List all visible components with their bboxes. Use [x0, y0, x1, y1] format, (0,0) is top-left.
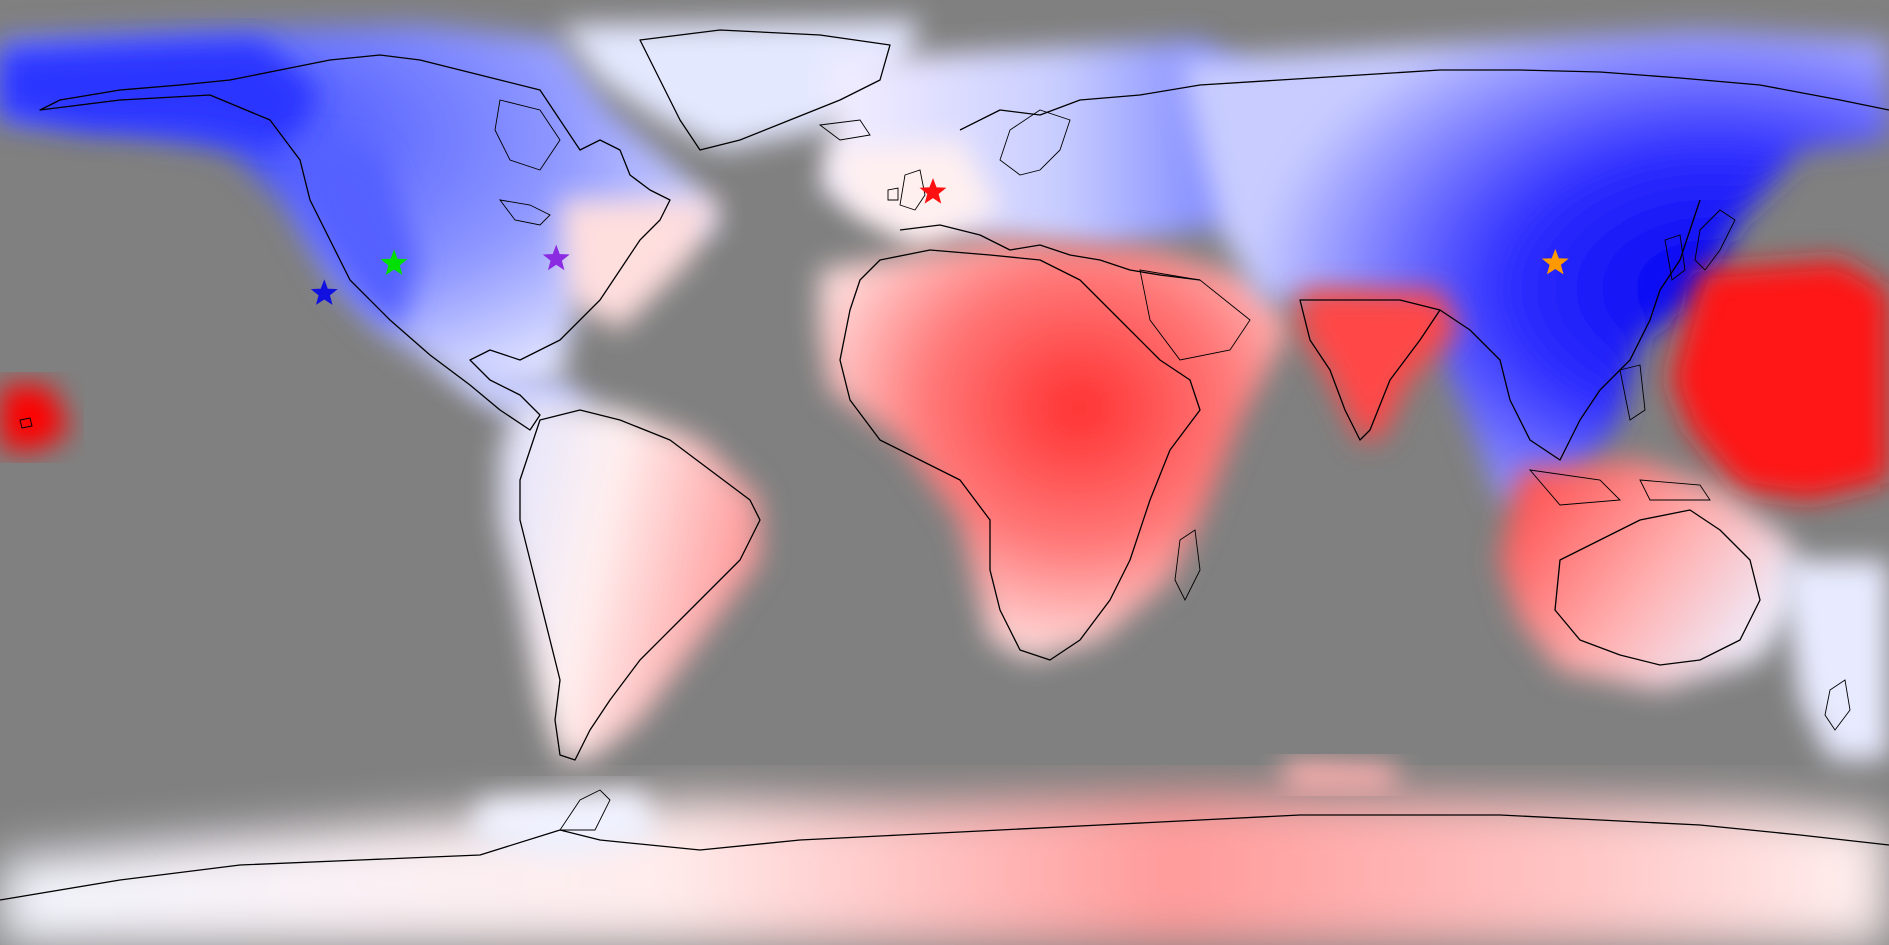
coastlines: [0, 29, 1889, 901]
blue-star-marker: [310, 279, 338, 305]
green-star-marker: [380, 249, 408, 276]
orange-star-marker: [1541, 248, 1569, 275]
markers-layer: [310, 178, 1569, 305]
anomaly-field: [0, 20, 1889, 945]
red-star-marker: [919, 178, 947, 204]
purple-star-marker: [542, 244, 570, 271]
